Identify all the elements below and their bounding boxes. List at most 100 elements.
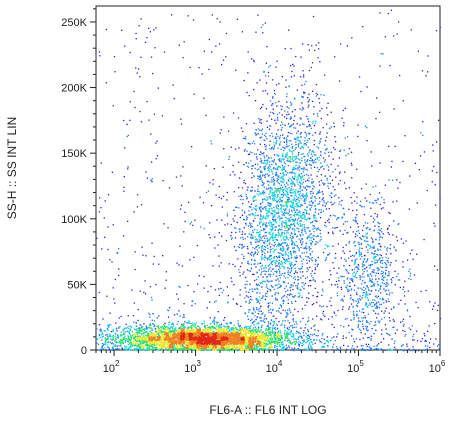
scatter-point (259, 348, 261, 350)
scatter-point (238, 325, 240, 327)
scatter-point (254, 346, 256, 348)
scatter-point (256, 338, 258, 340)
scatter-point (173, 339, 176, 341)
scatter-point (233, 328, 235, 330)
scatter-point (201, 336, 203, 338)
scatter-point (153, 346, 156, 349)
scatter-point (129, 345, 132, 347)
scatter-point (260, 341, 263, 344)
scatter-point (141, 326, 143, 328)
scatter-point (231, 338, 233, 340)
scatter-point (210, 346, 212, 348)
scatter-point (225, 341, 228, 343)
scatter-point (256, 316, 258, 319)
scatter-point (130, 334, 132, 336)
scatter-point (244, 339, 246, 341)
scatter-point (133, 348, 136, 350)
scatter-point (239, 337, 241, 339)
scatter-point (162, 332, 164, 335)
scatter-point (143, 329, 145, 331)
scatter-point (326, 340, 328, 342)
scatter-point (267, 336, 269, 339)
scatter-point (173, 349, 176, 351)
scatter-point (153, 346, 155, 349)
scatter-point (189, 322, 191, 324)
scatter-point (132, 336, 135, 338)
scatter-point (120, 333, 122, 336)
scatter-point (258, 339, 260, 341)
scatter-point (171, 338, 173, 340)
scatter-point (141, 338, 143, 340)
scatter-point (174, 330, 176, 332)
scatter-point (163, 328, 165, 330)
scatter-point (185, 338, 187, 340)
scatter-point (230, 333, 232, 336)
scatter-point (241, 337, 243, 339)
scatter-point (135, 349, 137, 351)
scatter-point (157, 337, 159, 339)
scatter-point (209, 347, 211, 349)
scatter-point (195, 345, 197, 347)
scatter-point (160, 327, 162, 329)
scatter-point (219, 347, 221, 350)
scatter-point (154, 338, 156, 341)
scatter-point (220, 342, 222, 345)
scatter-point (182, 345, 184, 347)
scatter-point (259, 341, 261, 344)
scatter-point (173, 340, 175, 343)
scatter-point (185, 335, 187, 337)
scatter-point (256, 335, 259, 337)
scatter-point (221, 332, 223, 334)
scatter-point (196, 340, 198, 343)
scatter-point (230, 340, 233, 342)
scatter-point (373, 332, 375, 335)
scatter-point (180, 331, 183, 333)
scatter-point (152, 346, 154, 349)
scatter-point (154, 333, 156, 336)
scatter-point (292, 338, 295, 341)
scatter-point (185, 336, 187, 338)
scatter-point (166, 331, 168, 333)
scatter-point (188, 331, 190, 334)
scatter-point (252, 332, 255, 334)
scatter-point (202, 337, 205, 339)
scatter-point (203, 346, 206, 348)
scatter-point (101, 348, 103, 351)
scatter-point (137, 348, 139, 350)
scatter-point (216, 337, 219, 339)
scatter-point (250, 347, 252, 349)
scatter-point (153, 344, 155, 346)
scatter-point (158, 329, 160, 331)
scatter-point (213, 327, 216, 330)
scatter-point (134, 333, 136, 335)
scatter-point (111, 347, 113, 349)
scatter-point (112, 343, 114, 345)
scatter-point (183, 324, 185, 327)
scatter-point (160, 341, 162, 343)
scatter-point (142, 332, 144, 335)
scatter-point (205, 327, 207, 330)
scatter-point (159, 342, 162, 344)
scatter-point (182, 316, 184, 318)
scatter-point (201, 338, 203, 341)
scatter-point (252, 334, 254, 336)
scatter-point (230, 341, 232, 343)
scatter-point (223, 348, 225, 350)
scatter-point (194, 326, 196, 328)
scatter-point (220, 345, 222, 347)
scatter-point (127, 339, 129, 341)
scatter-point (206, 333, 208, 335)
scatter-point (240, 328, 242, 330)
scatter-point (227, 325, 229, 327)
scatter-point (106, 341, 108, 343)
scatter-point (206, 324, 208, 327)
scatter-point (313, 325, 315, 328)
scatter-point (264, 338, 266, 340)
scatter-point (178, 336, 180, 339)
scatter-point (138, 343, 140, 345)
scatter-point (237, 337, 240, 340)
scatter-point (129, 340, 132, 342)
scatter-point (206, 333, 209, 335)
scatter-point (151, 348, 153, 350)
scatter-point (127, 337, 130, 339)
